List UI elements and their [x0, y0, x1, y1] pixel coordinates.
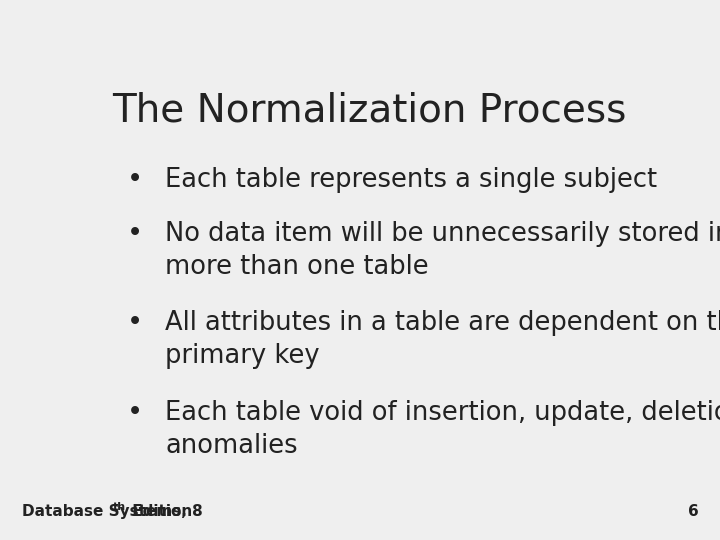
Text: Database Systems, 8: Database Systems, 8 [22, 504, 202, 519]
Text: Edition: Edition [127, 504, 192, 519]
Text: Each table represents a single subject: Each table represents a single subject [166, 167, 657, 193]
Text: •: • [127, 221, 143, 247]
Text: The Normalization Process: The Normalization Process [112, 92, 626, 130]
Text: 6: 6 [688, 504, 698, 519]
Text: Each table void of insertion, update, deletion
anomalies: Each table void of insertion, update, de… [166, 400, 720, 458]
Text: •: • [127, 400, 143, 426]
Text: •: • [127, 310, 143, 336]
Text: •: • [127, 167, 143, 193]
Text: No data item will be unnecessarily stored in
more than one table: No data item will be unnecessarily store… [166, 221, 720, 280]
Text: th: th [113, 502, 126, 512]
Text: All attributes in a table are dependent on the
primary key: All attributes in a table are dependent … [166, 310, 720, 369]
